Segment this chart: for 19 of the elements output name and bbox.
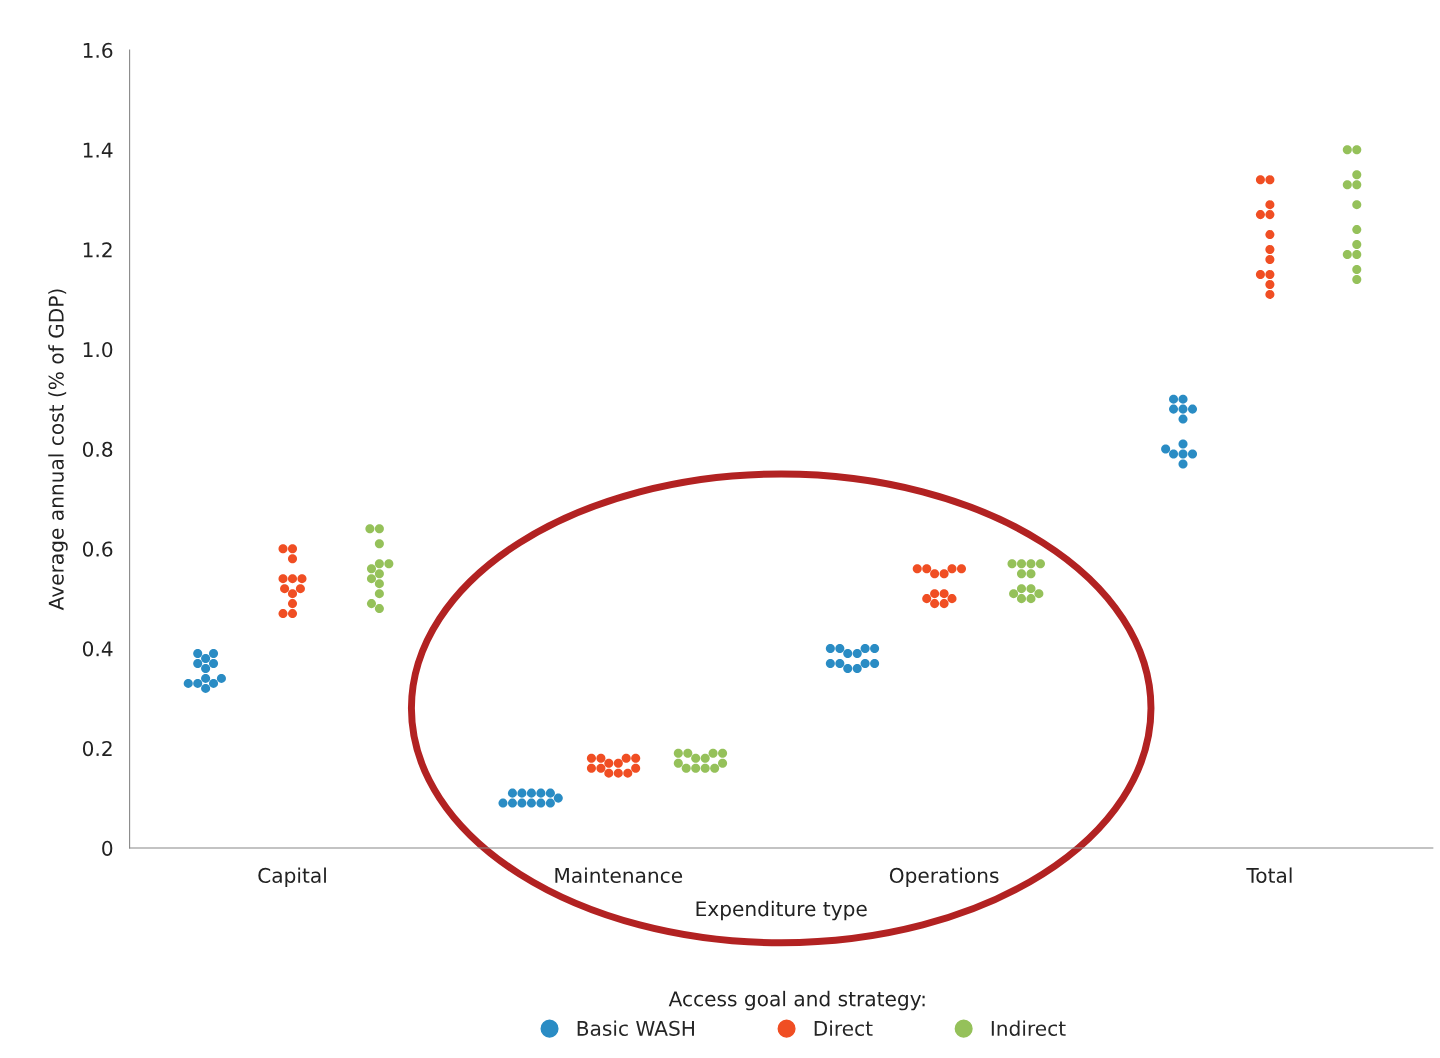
legend-title: Access goal and strategy: [668, 990, 925, 1011]
y-tick-label: 1.4 [83, 142, 113, 158]
y-tick-label: 1.0 [83, 341, 113, 358]
legend-label: Indirect [991, 1020, 1066, 1036]
x-axis-title: Expenditure type [696, 900, 867, 921]
y-axis-title: Average annual cost (% of GDP) [48, 289, 68, 611]
legend-label: Direct [814, 1020, 873, 1036]
y-tick-label: 0.8 [82, 441, 113, 457]
x-tick-label: Operations [889, 867, 999, 887]
y-tick-label: 0.6 [82, 541, 113, 557]
y-tick-label: 1.6 [83, 42, 113, 58]
legend-label: Basic WASH [577, 1020, 694, 1036]
y-tick-label: 1.2 [83, 242, 112, 258]
y-tick-label: 0.2 [82, 740, 112, 757]
y-tick-label: 0 [102, 840, 113, 856]
x-tick-label: Capital [258, 867, 326, 887]
y-tick-label: 0.4 [82, 641, 113, 657]
x-tick-label: Maintenance [555, 867, 683, 884]
x-tick-label: Total [1246, 867, 1292, 884]
